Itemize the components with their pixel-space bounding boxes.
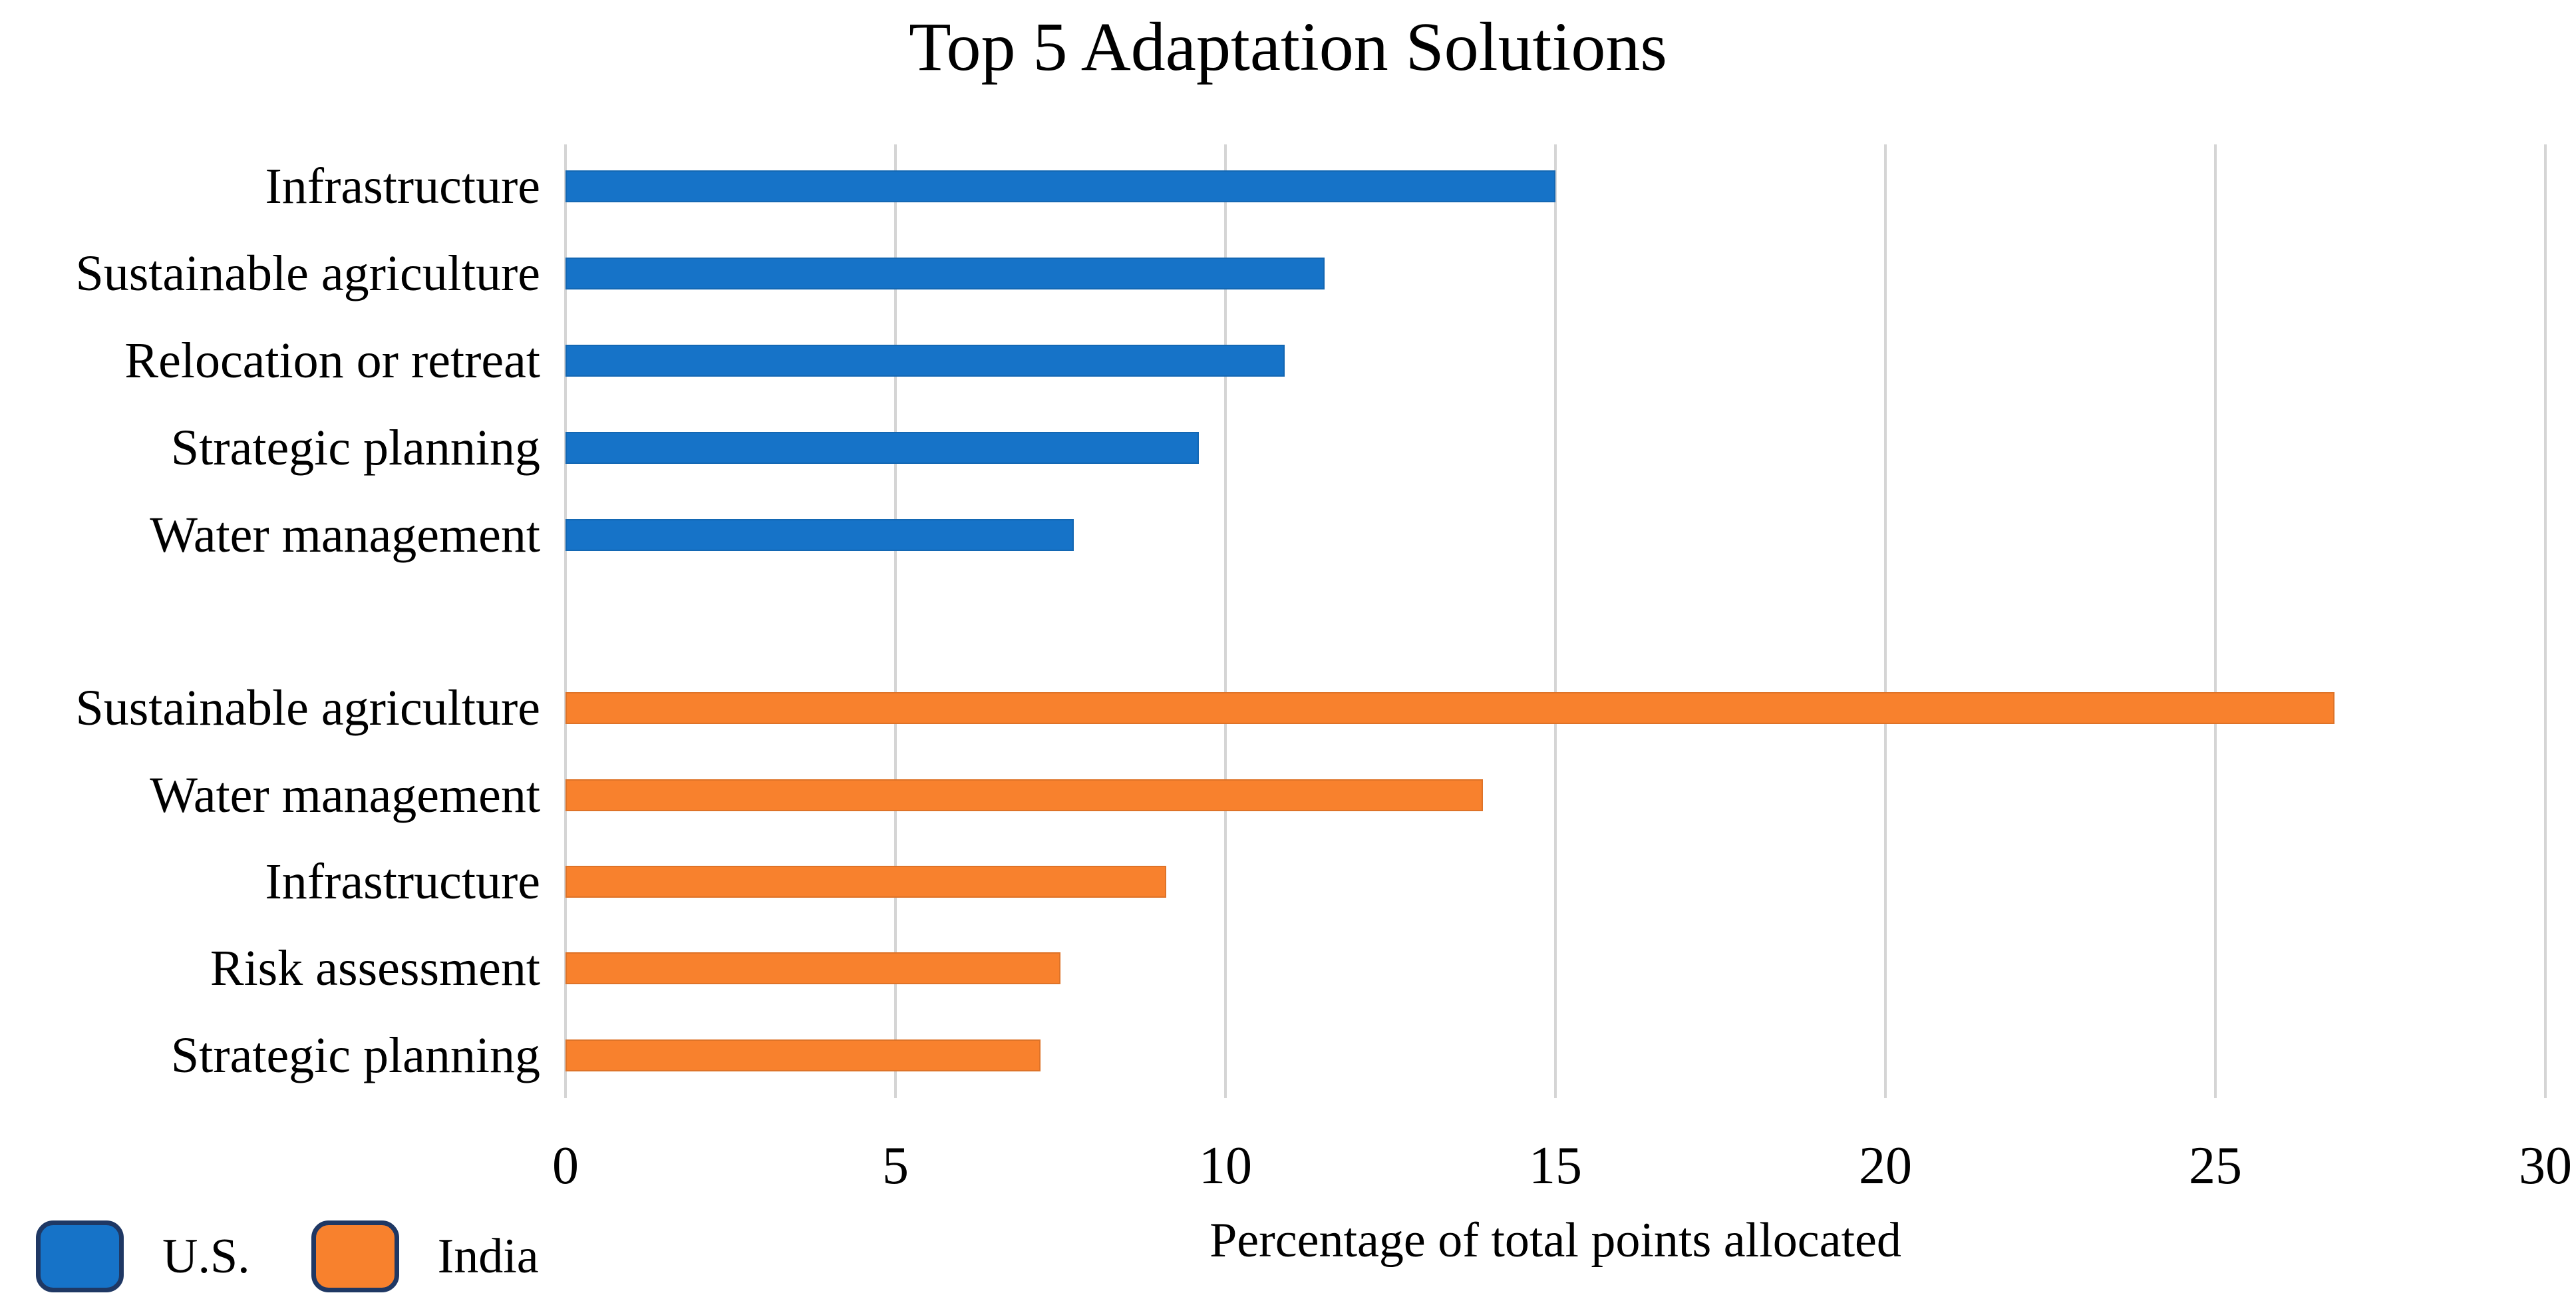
gridline-30	[2544, 144, 2547, 1098]
category-label-india-water-management: Water management	[150, 767, 540, 823]
category-label-india-strategic-planning: Strategic planning	[170, 1027, 540, 1083]
legend-swatch-us	[36, 1220, 124, 1292]
x-tick-20: 20	[1859, 1137, 1912, 1195]
legend-label-india: India	[437, 1229, 539, 1284]
gridline-15	[1554, 144, 1557, 1098]
gridline-25	[2214, 144, 2217, 1098]
x-axis-label: Percentage of total points allocated	[1209, 1213, 1901, 1268]
bar-india-sustainable-agriculture	[565, 692, 2334, 724]
category-label-us-strategic-planning: Strategic planning	[170, 420, 540, 476]
bar-us-sustainable-agriculture	[565, 258, 1325, 289]
bar-us-strategic-planning	[565, 432, 1200, 464]
category-label-us-relocation-or-retreat: Relocation or retreat	[124, 333, 540, 389]
x-tick-30: 30	[2519, 1137, 2572, 1195]
category-label-india-infrastructure: Infrastructure	[265, 854, 540, 910]
bar-india-infrastructure	[565, 866, 1166, 898]
gridline-20	[1884, 144, 1887, 1098]
gridline-0	[564, 144, 567, 1098]
x-tick-25: 25	[2189, 1137, 2242, 1195]
bar-india-water-management	[565, 779, 1483, 811]
x-tick-15: 15	[1529, 1137, 1582, 1195]
x-tick-0: 0	[552, 1137, 579, 1195]
chart-title: Top 5 Adaptation Solutions	[909, 9, 1667, 85]
category-label-india-sustainable-agriculture: Sustainable agriculture	[75, 680, 540, 736]
category-label-india-risk-assessment: Risk assessment	[210, 940, 540, 996]
bar-india-strategic-planning	[565, 1039, 1041, 1071]
category-label-us-water-management: Water management	[150, 507, 540, 563]
bar-india-risk-assessment	[565, 952, 1060, 984]
bar-us-infrastructure	[565, 170, 1555, 202]
bar-us-relocation-or-retreat	[565, 345, 1285, 377]
gridline-10	[1224, 144, 1227, 1098]
category-label-us-sustainable-agriculture: Sustainable agriculture	[75, 246, 540, 301]
x-tick-5: 5	[882, 1137, 909, 1195]
legend-swatch-india	[311, 1220, 399, 1292]
legend: U.S. India	[36, 1220, 600, 1292]
bar-us-water-management	[565, 519, 1074, 551]
gridline-5	[894, 144, 897, 1098]
x-tick-10: 10	[1199, 1137, 1252, 1195]
legend-label-us: U.S.	[162, 1229, 250, 1284]
category-label-us-infrastructure: Infrastructure	[265, 158, 540, 214]
